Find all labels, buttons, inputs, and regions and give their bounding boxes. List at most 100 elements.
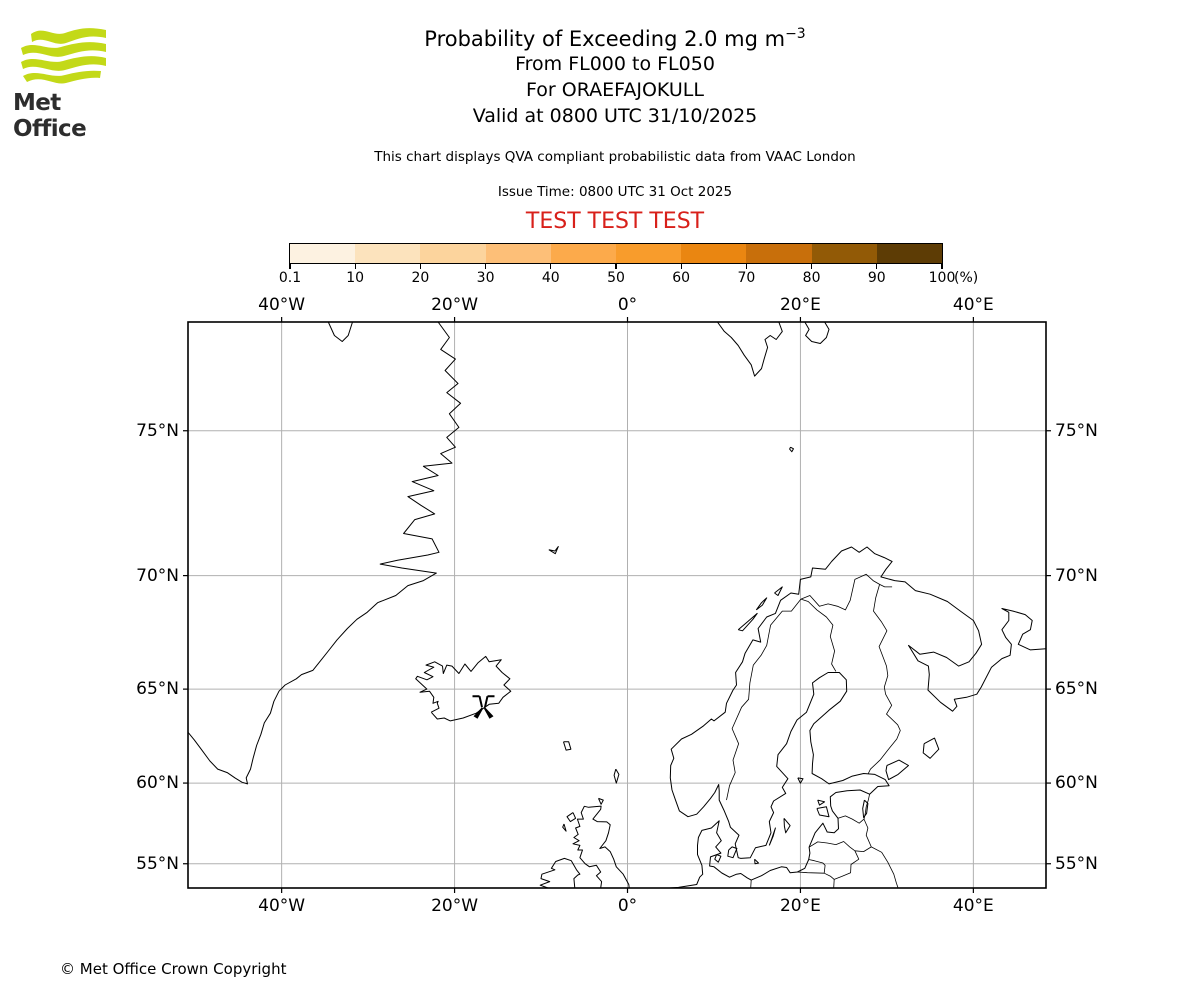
met-office-logo: Met Office — [13, 24, 113, 142]
border-lithuania-poland — [824, 872, 835, 880]
coastline-greenland-ne-fjords — [327, 322, 353, 342]
colorbar-tick-label: 40 — [541, 270, 560, 286]
colorbar-segment-2 — [420, 244, 486, 263]
border-lithuania-kaliningrad — [808, 859, 826, 874]
border-estonia-latvia — [837, 815, 865, 824]
colorbar-tick — [485, 264, 487, 269]
colorbar-segment-4 — [550, 244, 617, 263]
coastline-vesteralen — [755, 597, 768, 611]
map-canvas — [183, 317, 1051, 893]
colorbar-tick-label: 20 — [411, 270, 430, 286]
border-finland-russia — [867, 584, 901, 774]
map-coastlines — [188, 322, 1046, 888]
colorbar-segment-8 — [811, 244, 877, 263]
colorbar-tick-label: 100 — [928, 270, 956, 286]
qva-note: This chart displays QVA compliant probab… — [374, 149, 856, 165]
colorbar-segment-1 — [355, 244, 421, 263]
issue-time: Issue Time: 0800 UTC 31 Oct 2025 — [497, 184, 733, 200]
map-gridlines — [188, 322, 1046, 888]
coastline-oland — [768, 827, 776, 846]
border-sweden-finland — [800, 598, 837, 672]
coastline-mainland-europe — [669, 546, 1046, 888]
subtitle-valid-time: Valid at 0800 UTC 31/10/2025 — [472, 105, 758, 127]
map-frame — [187, 321, 1047, 889]
colorbar-segment-0 — [290, 244, 356, 263]
border-belarus-russia — [871, 846, 899, 888]
coastline-hebrides-uist — [562, 823, 567, 832]
coastline-greenland — [188, 322, 462, 785]
colorbar-segment-6 — [681, 244, 747, 263]
border-latvia-belarus — [854, 846, 872, 852]
colorbar-tick — [289, 264, 291, 269]
coastline-lake-onega — [922, 737, 940, 759]
coastline-hebrides-lewis — [566, 812, 577, 823]
border-norway-finland — [800, 573, 880, 611]
colorbar-tick-label: 90 — [867, 270, 886, 286]
colorbar-tick — [680, 264, 682, 269]
border-latvia-russia — [863, 818, 872, 848]
probability-colorbar: 0.1 10 20 30 40 50 60 70 80 90 100 (%) — [279, 243, 978, 286]
border-poland-belarus — [833, 879, 835, 888]
colorbar-tick-label: 10 — [346, 270, 365, 286]
chart-title-exponent: −3 — [785, 26, 806, 42]
subtitle-volcano-name: For ORAEFAJOKULL — [526, 79, 704, 101]
colorbar-tick — [550, 264, 552, 269]
coastline-funen — [714, 854, 722, 863]
coastline-zealand — [727, 846, 738, 859]
colorbar-tick-label: 30 — [476, 270, 495, 286]
colorbar-segment-3 — [485, 244, 551, 263]
coastline-gotland — [783, 817, 791, 834]
coastline-shetland — [613, 768, 620, 784]
colorbar-tick — [615, 264, 617, 269]
border-estonia-russia — [863, 794, 870, 820]
colorbar-tick — [354, 264, 356, 269]
coastline-lake-ladoga — [885, 759, 909, 781]
colorbar-tick-label: 50 — [607, 270, 625, 286]
colorbar-tick-label: 80 — [802, 270, 821, 286]
colorbar-unit-label: (%) — [954, 270, 979, 286]
coastline-ireland — [539, 857, 581, 888]
coastline-aland — [797, 777, 804, 784]
colorbar-tick — [941, 264, 943, 269]
chart-title-text: Probability of Exceeding 2.0 mg m — [424, 27, 786, 51]
colorbar-tick — [745, 264, 747, 269]
volcano-icon — [472, 695, 495, 719]
header-block: Probability of Exceeding 2.0 mg m−3 From… — [30, 26, 1200, 234]
border-norway-sweden — [726, 598, 802, 801]
coastline-lofoten — [737, 612, 758, 632]
colorbar-tick-label: 60 — [672, 270, 691, 286]
coastline-bornholm — [754, 858, 759, 865]
met-office-logo-text: Met Office — [13, 90, 87, 142]
colorbar-segment-5 — [616, 244, 682, 263]
copyright-notice: © Met Office Crown Copyright — [60, 960, 287, 978]
colorbar-segment-9 — [876, 244, 943, 263]
colorbar-segments — [290, 244, 943, 263]
chart-title: Probability of Exceeding 2.0 mg m−3 — [30, 26, 1200, 51]
coastline-bear-island — [789, 446, 794, 453]
met-office-logo-waves — [21, 28, 106, 84]
border-poland-kaliningrad — [797, 871, 825, 874]
map-country-borders — [726, 573, 901, 888]
coastline-jan-mayen — [548, 546, 559, 555]
colorbar-segment-7 — [746, 244, 812, 263]
map-axis-ticks — [183, 317, 1051, 893]
border-lithuania-belarus — [834, 850, 860, 880]
coastline-orkney — [598, 797, 604, 805]
border-norway-russia — [879, 584, 893, 588]
colorbar-tick — [419, 264, 421, 269]
coastline-faroe-islands — [563, 741, 572, 751]
test-banner: TEST TEST TEST — [525, 209, 705, 234]
colorbar-tick-label: 0.1 — [278, 270, 302, 286]
colorbar-tick — [811, 264, 813, 269]
coastline-saaremaa — [816, 806, 830, 818]
colorbar-tick-label: 70 — [737, 270, 756, 286]
colorbar-tick — [876, 264, 878, 269]
coastline-senja — [774, 586, 783, 596]
coastline-svalbard-spitsbergen — [716, 322, 783, 377]
coastline-great-britain — [572, 805, 630, 888]
border-latvia-lithuania — [808, 841, 856, 852]
subtitle-flight-levels: From FL000 to FL050 — [515, 53, 715, 75]
coastline-hiiumaa — [817, 799, 826, 806]
coastline-iceland — [415, 655, 512, 722]
coastline-svalbard-edgeoya — [804, 322, 830, 344]
